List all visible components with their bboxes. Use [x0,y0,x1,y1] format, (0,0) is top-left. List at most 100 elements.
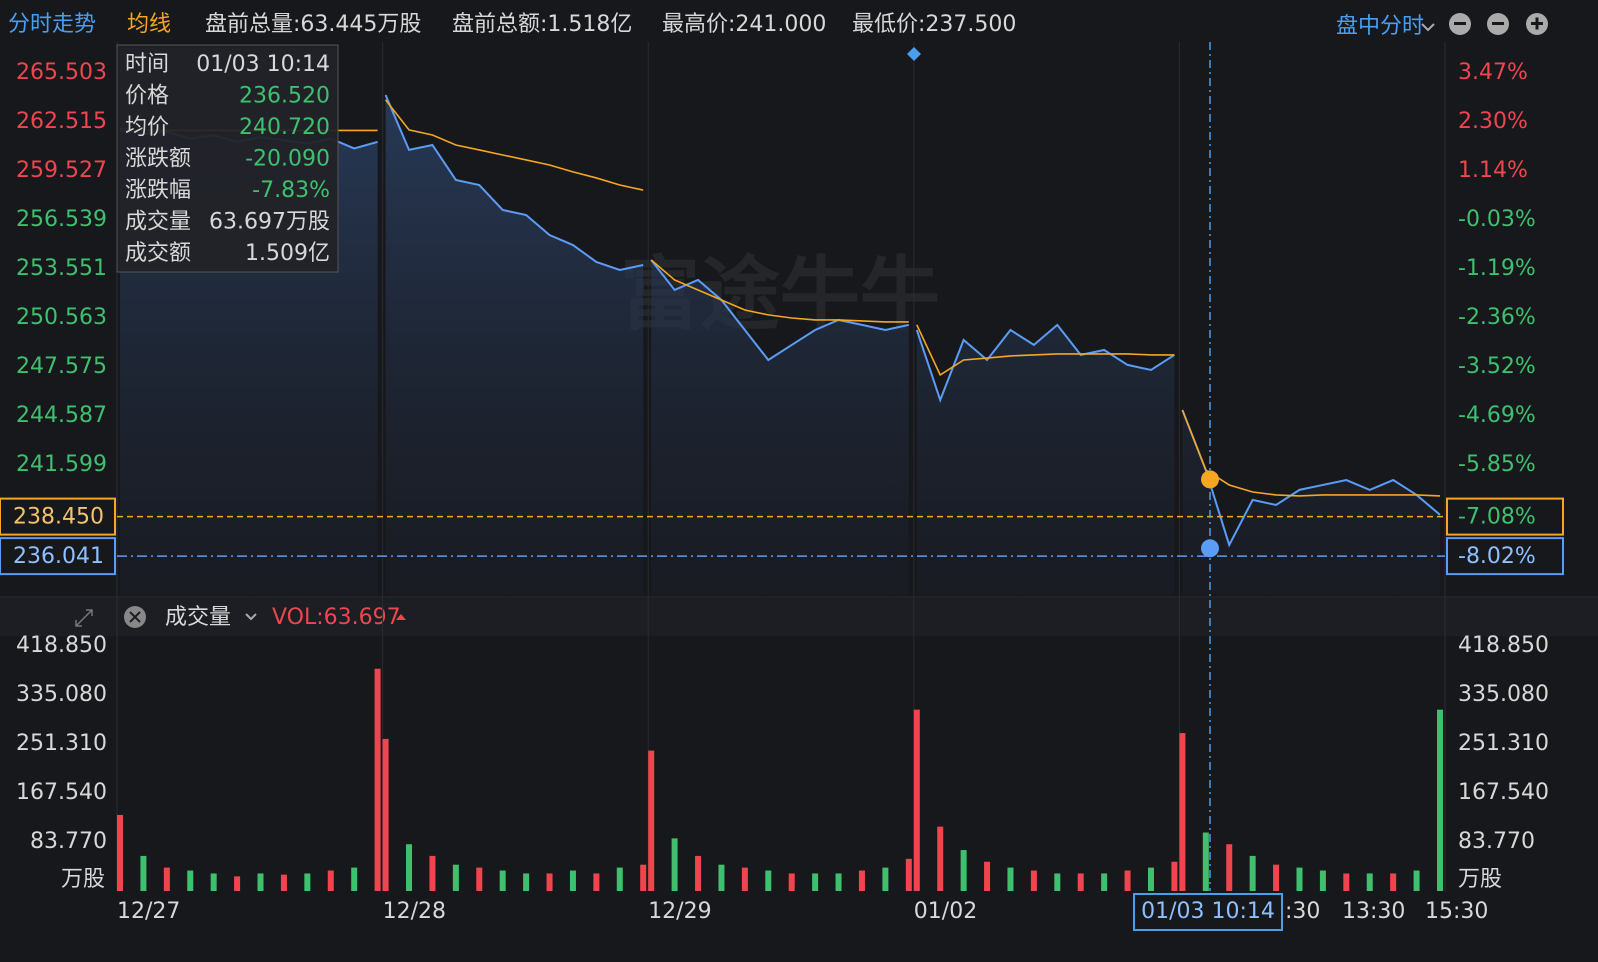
y2-tick-label: 167.540 [1458,780,1549,805]
header-item: 最高价:241.000 [662,12,826,37]
volume-bar [765,870,772,891]
volume-bar [351,867,358,891]
volume-bar [327,870,334,891]
volume-bar [1171,861,1178,891]
volume-bar [718,864,725,891]
ref-pct-box [1446,497,1564,536]
volume-bar [671,838,678,891]
volume-bar [593,873,600,891]
volume-header-bg [0,598,1598,636]
volume-bar [812,873,819,891]
y-tick-label: 256.539 [16,207,107,232]
crosshair-x-box [1133,893,1283,931]
price-area [120,94,1440,595]
icon [129,611,141,623]
volume-bar [569,870,576,891]
expand-icon[interactable] [75,609,93,627]
y2-tick-label: 1.14% [1458,158,1528,183]
y2-tick-label: -5.85% [1458,452,1536,477]
header-item: 分时走势 [8,12,96,37]
icon [1531,17,1543,30]
volume-bar [1147,867,1154,891]
icon [1492,22,1504,25]
unit-label: 万股 [1458,867,1502,892]
volume-bar [1413,870,1420,891]
x-tick-label: 12/27 [117,899,180,924]
ref-pct-label: -8.02% [1458,544,1536,569]
volume-bar [374,668,381,891]
volume-bar [1054,873,1061,891]
chevron[interactable] [245,613,257,621]
tooltip-box [116,44,339,273]
tooltip-key: 均价 [125,115,169,140]
tooltip-value: 1.509亿 [245,241,330,266]
volume-bar [382,738,389,891]
volume-bar [616,867,623,891]
volume-indicator[interactable]: 成交量 [165,605,231,630]
y2-tick-label: -1.19% [1458,256,1536,281]
volume-bar [163,867,170,891]
tooltip-value: -20.090 [245,147,330,172]
header-item: 盘前总额:1.518亿 [452,12,632,37]
volume-bar [640,864,647,891]
ref-pct-box [1446,537,1564,576]
tooltip-value: 01/03 10:14 [196,52,330,77]
volume-bar [304,873,311,891]
volume-bar [1390,873,1397,891]
volume-bar [429,855,436,891]
header-item: 均线 [127,12,171,37]
ref-label: 238.450 [13,505,104,530]
volume-bar [1124,870,1131,891]
y-tick-label: 244.587 [16,403,107,428]
volume-bar [1202,832,1209,891]
cursor-diamond [907,47,921,61]
volume-bar [476,867,483,891]
volume-bar [1343,873,1350,891]
volume-bar [280,874,287,891]
x-tick-label: 13:30 [1342,899,1405,924]
volume-bar [937,826,944,891]
ref-label: 236.041 [13,544,104,569]
y-tick-label: 418.850 [16,633,107,658]
header-item: 盘前总量:63.445万股 [205,12,421,37]
tooltip-key: 时间 [125,52,169,77]
y2-tick-label: -0.03% [1458,207,1536,232]
y-tick-label: 253.551 [16,256,107,281]
volume-bar [187,870,194,891]
volume-bar [984,861,991,891]
mode-select[interactable]: 盘中分时 [1336,14,1424,39]
x-tick-label: 12/28 [383,899,446,924]
volume-bar [695,855,702,891]
volume-bar [499,870,506,891]
y-tick-label: 250.563 [16,305,107,330]
volume-bar [1007,867,1014,891]
vol-value: VOL:63.697 [272,605,401,630]
y2-tick-label: 3.47% [1458,60,1528,85]
volume-bar [1273,864,1280,891]
tooltip-value: 236.520 [239,84,330,109]
volume-bar [1319,870,1326,891]
volume-bar [452,864,459,891]
y-tick-label: 259.527 [16,158,107,183]
crosshair-x-label: 01/03 10:14 [1141,899,1275,924]
tooltip-key: 价格 [125,84,169,109]
volume-bar [1249,855,1256,891]
chevron[interactable] [1421,23,1435,32]
tooltip: 时间 01/03 10:14 价格 236.520 均价 240.720 涨跌额 -20.09… [116,44,339,273]
volume-bar [117,814,123,891]
y2-tick-label: 83.770 [1458,829,1535,854]
volume-bar [960,850,967,891]
volume-bar [1366,873,1373,891]
volume-bar [1101,873,1108,891]
tooltip-key: 成交量 [125,210,191,235]
y2-tick-label: 2.30% [1458,109,1528,134]
y-tick-label: 247.575 [16,354,107,379]
volume-bar [1226,844,1233,891]
volume-bar [905,858,912,891]
crosshair-avg [1201,470,1219,489]
y2-tick-label: -2.36% [1458,305,1536,330]
y2-tick-label: -4.69% [1458,403,1536,428]
volume-bar [1077,873,1084,891]
y-tick-label: 335.080 [16,682,107,707]
tooltip-key: 成交额 [125,241,191,266]
